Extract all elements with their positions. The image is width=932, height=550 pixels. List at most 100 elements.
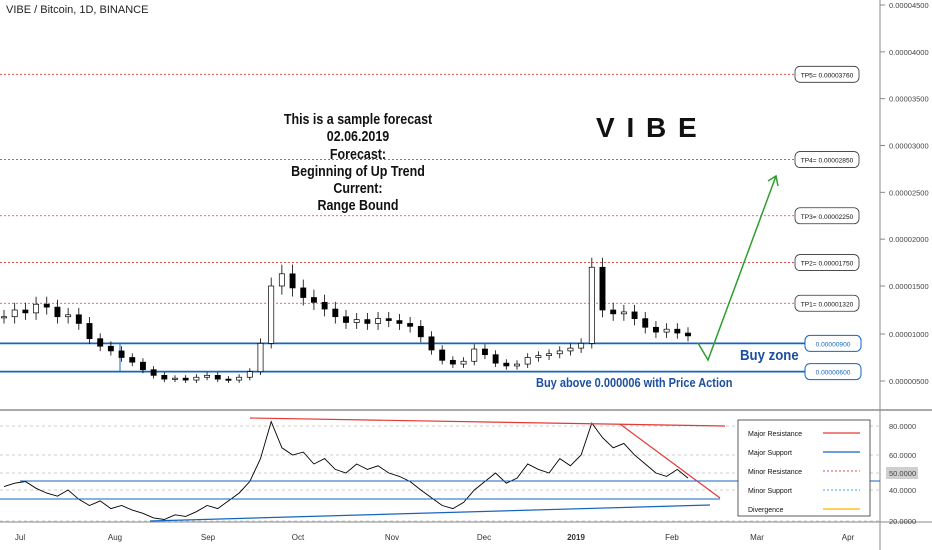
forecast-text: This is a sample forecast 02.06.2019 For… [262, 112, 455, 216]
time-tick-label: Oct [292, 533, 305, 542]
candle-body[interactable] [535, 355, 542, 358]
symbol-title[interactable]: VIBE / Bitcoin, 1D, BINANCE [6, 4, 149, 16]
candle-body[interactable] [439, 349, 446, 361]
brand-logo-text: V I B E [596, 112, 699, 143]
candle-body[interactable] [492, 354, 499, 364]
candle-body[interactable] [65, 314, 72, 318]
candle-body[interactable] [588, 266, 595, 344]
forecast-line-4: Beginning of Up Trend [291, 163, 425, 180]
candle-body[interactable] [97, 338, 104, 347]
zone-label: 0.00000600 [816, 370, 851, 377]
candle-body[interactable] [161, 375, 168, 380]
candle-body[interactable] [118, 350, 125, 358]
candle-body[interactable] [460, 360, 467, 365]
candle-body[interactable] [22, 309, 29, 314]
candle-body[interactable] [631, 311, 638, 319]
forecast-line-1: This is a sample forecast [283, 112, 433, 128]
candle-body[interactable] [567, 347, 574, 352]
zone-box[interactable] [804, 334, 862, 352]
candle-body[interactable] [278, 273, 285, 287]
candle-body[interactable] [257, 343, 264, 372]
candle-body[interactable] [375, 318, 382, 324]
target-box[interactable] [794, 151, 860, 168]
candle-body[interactable] [353, 319, 360, 323]
candle-body[interactable] [674, 328, 681, 334]
candle-body[interactable] [129, 357, 136, 363]
price-tick-label: 0.00003000 [889, 142, 929, 151]
candle-body[interactable] [182, 377, 189, 381]
price-tick-label: 0.00002000 [889, 235, 929, 244]
target-box[interactable] [794, 65, 860, 83]
price-tick-label: 0.00004000 [889, 48, 929, 57]
zone-box[interactable] [804, 363, 862, 381]
candle-body[interactable] [514, 363, 520, 367]
candle-body[interactable] [75, 314, 82, 324]
candle-body[interactable] [43, 303, 50, 308]
candle-body[interactable] [172, 377, 178, 380]
time-tick-label: Dec [477, 533, 491, 542]
candle-body[interactable] [204, 375, 211, 378]
candle-body[interactable] [364, 319, 371, 324]
candle-body[interactable] [300, 287, 307, 298]
forecast-line-2: 02.06.2019 [326, 129, 390, 146]
candle-body[interactable] [428, 336, 435, 351]
osc-tick-label: 50.0000 [889, 469, 916, 478]
candle-body[interactable] [321, 301, 328, 310]
candle-body[interactable] [310, 297, 317, 303]
buy-zone-label: Buy zone [740, 347, 799, 364]
candle-body[interactable] [225, 378, 232, 381]
candle-body[interactable] [385, 318, 392, 321]
time-tick-label: Apr [842, 533, 855, 542]
candle-body[interactable] [663, 328, 670, 333]
candle-body[interactable] [11, 309, 18, 318]
target-box[interactable] [794, 254, 860, 271]
price-tick-label: 0.00000500 [889, 377, 929, 386]
candle-body[interactable] [503, 362, 510, 367]
candle-body[interactable] [578, 343, 585, 349]
candle-body[interactable] [150, 369, 157, 376]
target-label: TP4= 0.00002850 [801, 158, 854, 165]
candle-body[interactable] [289, 273, 296, 289]
candle-body[interactable] [556, 350, 563, 355]
candle-body[interactable] [332, 308, 339, 318]
candle-body[interactable] [139, 361, 146, 371]
candle-body[interactable] [236, 376, 243, 381]
candle-body[interactable] [546, 353, 553, 356]
price-tick-label: 0.00004500 [889, 1, 929, 10]
candle-body[interactable] [268, 285, 275, 344]
target-arrow [697, 174, 779, 362]
candle-body[interactable] [1, 316, 7, 319]
candle-body[interactable] [246, 371, 253, 378]
target-box[interactable] [794, 294, 860, 312]
candle-body[interactable] [33, 303, 40, 314]
candle-body[interactable] [599, 266, 606, 311]
candle-body[interactable] [86, 323, 93, 340]
candle-body[interactable] [417, 325, 424, 338]
candle-body[interactable] [610, 309, 617, 315]
candle-body[interactable] [54, 306, 61, 318]
candle-body[interactable] [524, 357, 531, 365]
candle-body[interactable] [642, 318, 649, 328]
candle-body[interactable] [343, 316, 349, 323]
zone-label: 0.00000900 [816, 341, 851, 348]
forecast-line-6: Range Bound [317, 198, 399, 215]
candle-body[interactable] [471, 348, 478, 362]
candle-body[interactable] [481, 348, 488, 356]
candle-body[interactable] [620, 311, 627, 315]
candle-body[interactable] [193, 376, 200, 381]
time-tick-label: Nov [385, 533, 399, 542]
legend-label: Major Support [748, 450, 792, 457]
candle-body[interactable] [685, 332, 691, 337]
candle-body[interactable] [449, 359, 456, 365]
target-box[interactable] [794, 207, 860, 225]
candle-body[interactable] [396, 320, 403, 324]
legend-label: Minor Resistance [748, 469, 802, 476]
candle-body[interactable] [652, 326, 659, 333]
candle-body[interactable] [107, 345, 114, 352]
oscillator-line[interactable] [3, 420, 689, 520]
candle-body[interactable] [407, 323, 414, 327]
candle-body[interactable] [214, 375, 221, 380]
target-label: TP5= 0.00003760 [801, 72, 854, 79]
